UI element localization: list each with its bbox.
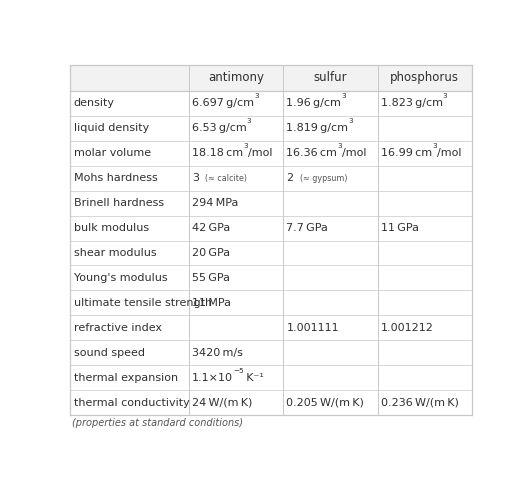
Text: (properties at standard conditions): (properties at standard conditions): [72, 418, 243, 428]
Text: 7.7 GPa: 7.7 GPa: [286, 223, 329, 233]
Text: density: density: [74, 98, 114, 108]
Text: 3: 3: [254, 93, 259, 99]
Text: 16.99 cm: 16.99 cm: [381, 148, 432, 158]
Text: sound speed: sound speed: [74, 348, 144, 358]
Text: 0.205 W/(m K): 0.205 W/(m K): [286, 398, 364, 408]
Text: 42 GPa: 42 GPa: [192, 223, 230, 233]
Bar: [70, 65, 472, 91]
Text: 2: 2: [286, 173, 294, 183]
Text: 11 MPa: 11 MPa: [192, 298, 231, 308]
Text: 3: 3: [243, 143, 248, 149]
Text: K⁻¹: K⁻¹: [244, 373, 263, 383]
Text: 3: 3: [432, 143, 436, 149]
Text: 3: 3: [247, 118, 251, 124]
Text: refractive index: refractive index: [74, 323, 161, 333]
Text: liquid density: liquid density: [74, 123, 149, 133]
Text: thermal expansion: thermal expansion: [74, 373, 178, 383]
Text: 3: 3: [341, 93, 346, 99]
Text: 3: 3: [192, 173, 199, 183]
Text: 1.819 g/cm: 1.819 g/cm: [286, 123, 349, 133]
Text: 18.18 cm: 18.18 cm: [192, 148, 243, 158]
Text: 1.823 g/cm: 1.823 g/cm: [381, 98, 443, 108]
Text: −5: −5: [233, 368, 244, 374]
Text: 3: 3: [349, 118, 353, 124]
Text: 3: 3: [338, 143, 342, 149]
Text: 20 GPa: 20 GPa: [192, 248, 230, 258]
Text: /mol: /mol: [436, 148, 461, 158]
Text: phosphorus: phosphorus: [390, 71, 459, 84]
Text: Young's modulus: Young's modulus: [74, 273, 167, 283]
Text: molar volume: molar volume: [74, 148, 151, 158]
Text: 55 GPa: 55 GPa: [192, 273, 230, 283]
Text: (≈ calcite): (≈ calcite): [200, 174, 247, 182]
Text: Brinell hardness: Brinell hardness: [74, 198, 163, 208]
Text: /mol: /mol: [342, 148, 367, 158]
Text: 1.96 g/cm: 1.96 g/cm: [286, 98, 341, 108]
Text: /mol: /mol: [248, 148, 272, 158]
Text: 1.1×10: 1.1×10: [192, 373, 233, 383]
Text: thermal conductivity: thermal conductivity: [74, 398, 189, 408]
Text: 0.236 W/(m K): 0.236 W/(m K): [381, 398, 459, 408]
Text: ultimate tensile strength: ultimate tensile strength: [74, 298, 212, 308]
Text: bulk modulus: bulk modulus: [74, 223, 149, 233]
Text: 6.53 g/cm: 6.53 g/cm: [192, 123, 247, 133]
Text: 294 MPa: 294 MPa: [192, 198, 239, 208]
Text: 1.001212: 1.001212: [381, 323, 434, 333]
Text: 11 GPa: 11 GPa: [381, 223, 419, 233]
Text: antimony: antimony: [208, 71, 264, 84]
Text: Mohs hardness: Mohs hardness: [74, 173, 157, 183]
Text: 3420 m/s: 3420 m/s: [192, 348, 243, 358]
Text: 6.697 g/cm: 6.697 g/cm: [192, 98, 254, 108]
Text: shear modulus: shear modulus: [74, 248, 156, 258]
Text: 16.36 cm: 16.36 cm: [286, 148, 338, 158]
Text: 1.001111: 1.001111: [286, 323, 339, 333]
Text: 3: 3: [443, 93, 448, 99]
Text: 24 W/(m K): 24 W/(m K): [192, 398, 252, 408]
Text: sulfur: sulfur: [314, 71, 347, 84]
Text: (≈ gypsum): (≈ gypsum): [295, 174, 348, 182]
